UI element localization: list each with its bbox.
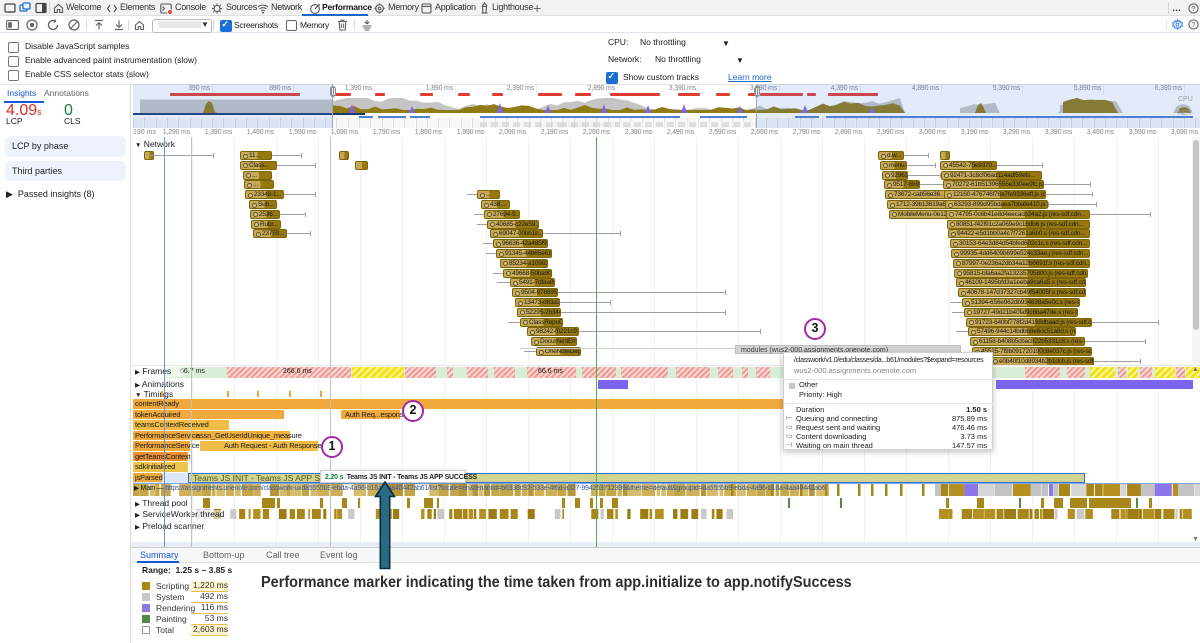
svg-text:?: ? <box>1192 22 1196 29</box>
svg-text:?: ? <box>1192 6 1196 13</box>
